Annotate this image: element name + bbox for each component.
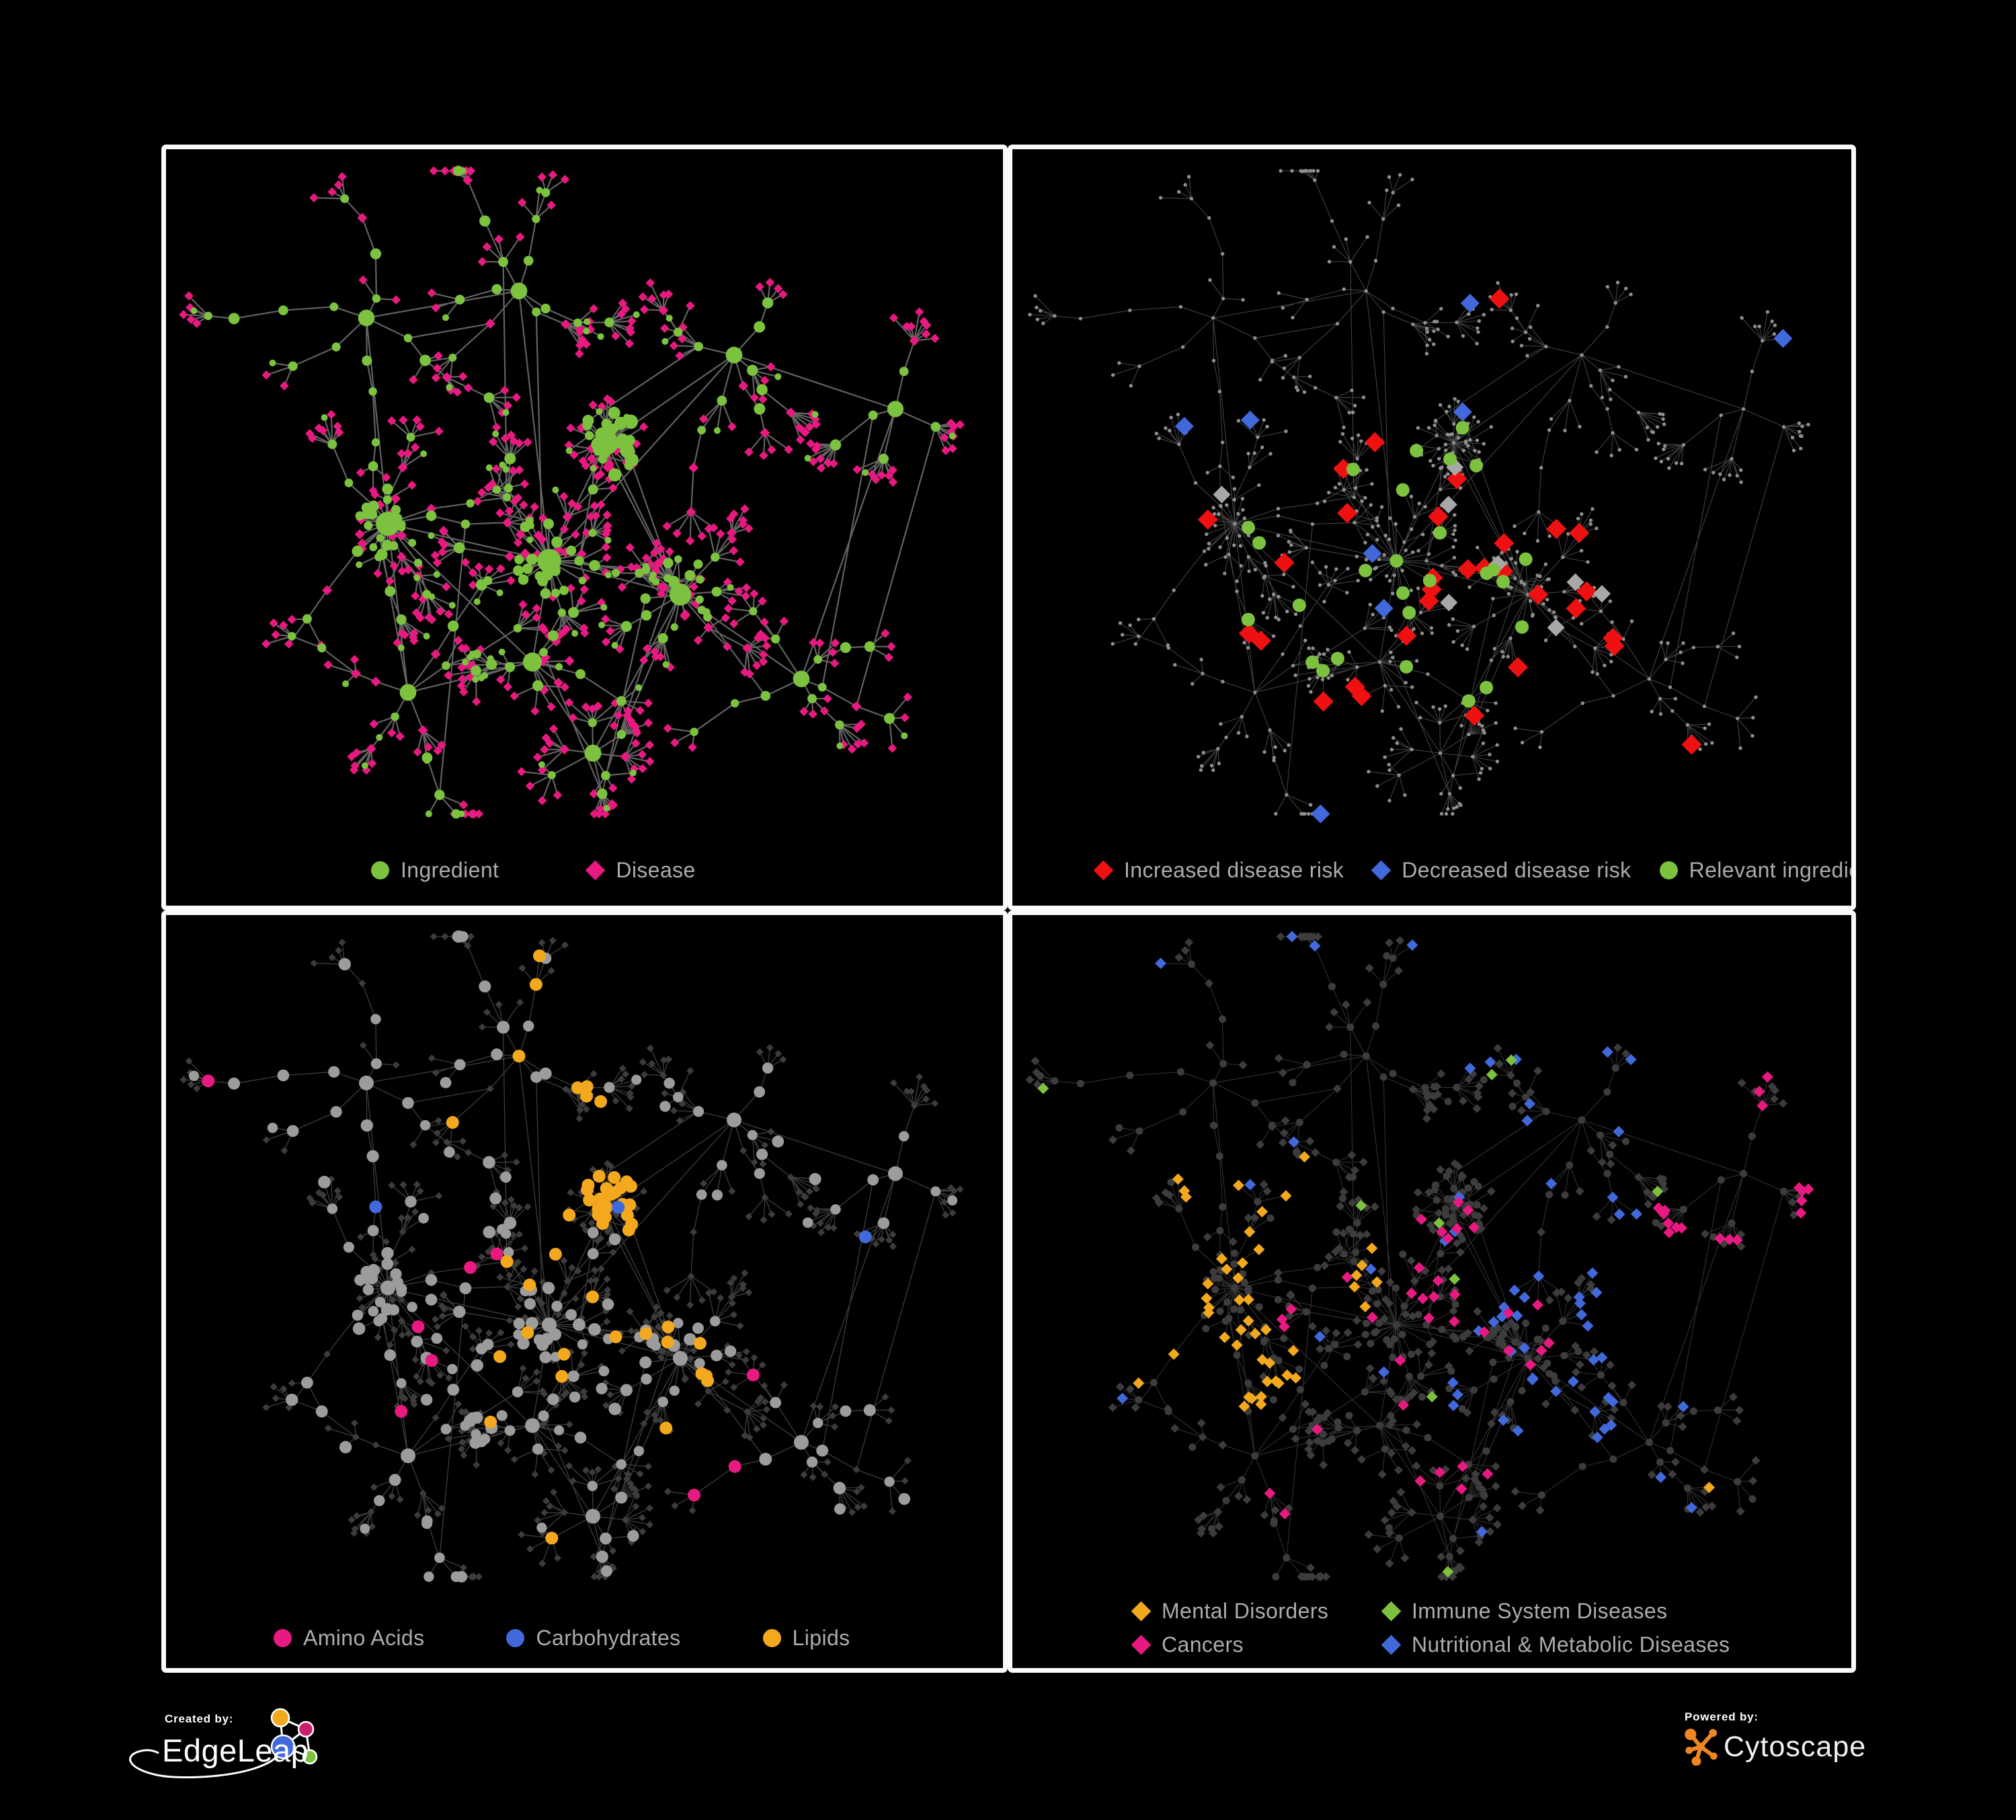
ingredient-circle-icon	[371, 861, 389, 879]
cytoscape-logo-edges	[1687, 1731, 1716, 1764]
legend-label: Immune System Diseases	[1412, 1598, 1668, 1623]
panel-macronutrients: Amino Acids Carbohydrates Lipids	[161, 910, 1008, 1673]
carbohydrates-circle-icon	[506, 1629, 525, 1647]
legend-label: Cancers	[1162, 1632, 1244, 1657]
edgeleap-logo-pink-node	[297, 1720, 315, 1738]
decreased-disease-risk-diamond-icon	[1371, 860, 1392, 881]
legend-item: Cancers	[1131, 1632, 1382, 1657]
legend-item: Nutritional & Metabolic Diseases	[1381, 1632, 1730, 1657]
disease-category-network-canvas	[1025, 931, 1814, 1581]
legend-label: Relevant ingredient	[1689, 858, 1851, 882]
edgeleap-logo-edges	[279, 1716, 311, 1758]
lipids-circle-icon	[762, 1629, 781, 1647]
powered-by-label: Powered by:	[1685, 1710, 1759, 1724]
ingredient-disease-network-canvas	[179, 165, 965, 819]
legend-label: Increased disease risk	[1124, 858, 1344, 882]
cytoscape-logo-nodes	[1685, 1729, 1718, 1766]
amino-acids-circle-icon	[274, 1629, 292, 1647]
legend-item: Lipids	[762, 1626, 850, 1651]
edgeleap-swoosh	[129, 1749, 279, 1779]
created-by-label: Created by:	[165, 1712, 233, 1726]
legend-label: Disease	[616, 858, 696, 882]
legend-item: Disease	[585, 858, 696, 883]
legend-item: Immune System Diseases	[1381, 1598, 1730, 1624]
edgeleap-logo-orange-node	[270, 1708, 290, 1728]
legend-item: Decreased disease risk	[1371, 858, 1631, 883]
increased-disease-risk-diamond-icon	[1093, 860, 1114, 881]
powered-by-text: Powered by:	[1685, 1710, 1759, 1723]
legend-label: Decreased disease risk	[1402, 858, 1631, 882]
macronutrient-network-canvas	[179, 930, 964, 1583]
legend-item: Relevant ingredient	[1659, 858, 1851, 883]
disease-diamond-icon	[585, 860, 606, 881]
panel-disease-risk: Increased disease risk Decreased disease …	[1008, 145, 1856, 910]
immune-system-diseases-diamond-icon	[1381, 1601, 1402, 1621]
legend-macronutrients: Amino Acids Carbohydrates Lipids	[166, 1626, 1003, 1651]
cytoscape-branding: Cytoscape	[1685, 1728, 1866, 1766]
cancers-diamond-icon	[1131, 1634, 1152, 1655]
legend-item: Ingredient	[371, 858, 499, 883]
edgeleap-logo-blue-node	[270, 1734, 296, 1759]
cytoscape-logo-icon	[1685, 1729, 1718, 1766]
mental-disorders-diamond-icon	[1131, 1601, 1152, 1621]
nutritional-metabolic-diseases-diamond-icon	[1381, 1634, 1402, 1655]
legend-label: Ingredient	[401, 858, 499, 882]
panel-disease-categories: Mental Disorders Cancers Immune System Dis…	[1008, 910, 1856, 1673]
panel-ingredient-disease: Ingredient Disease	[161, 145, 1008, 910]
edgeleap-logo-green-node	[302, 1749, 318, 1765]
legend-label: Nutritional & Metabolic Diseases	[1412, 1632, 1730, 1657]
legend-label: Lipids	[792, 1626, 850, 1650]
legend-item: Amino Acids	[274, 1626, 424, 1651]
legend-disease-categories: Mental Disorders Cancers Immune System Dis…	[1131, 1594, 1730, 1661]
legend-ingredient-disease: Ingredient Disease	[166, 858, 1003, 883]
legend-label: Mental Disorders	[1162, 1598, 1329, 1623]
legend-item: Mental Disorders	[1131, 1598, 1382, 1624]
edgeleap-logo-icon	[129, 1708, 318, 1779]
legend-label: Amino Acids	[303, 1626, 425, 1650]
legend-item: Increased disease risk	[1093, 858, 1344, 883]
edgeleap-wordmark: EdgeLeap	[162, 1733, 309, 1768]
legend-label: Carbohydrates	[536, 1626, 681, 1650]
legend-disease-risk: Increased disease risk Decreased disease …	[1012, 858, 1851, 883]
created-by-text: Created by:	[165, 1712, 234, 1725]
relevant-ingredient-circle-icon	[1659, 861, 1678, 879]
legend-item: Carbohydrates	[506, 1626, 680, 1651]
disease-risk-network-canvas	[1028, 169, 1810, 824]
cytoscape-wordmark: Cytoscape	[1724, 1730, 1867, 1763]
